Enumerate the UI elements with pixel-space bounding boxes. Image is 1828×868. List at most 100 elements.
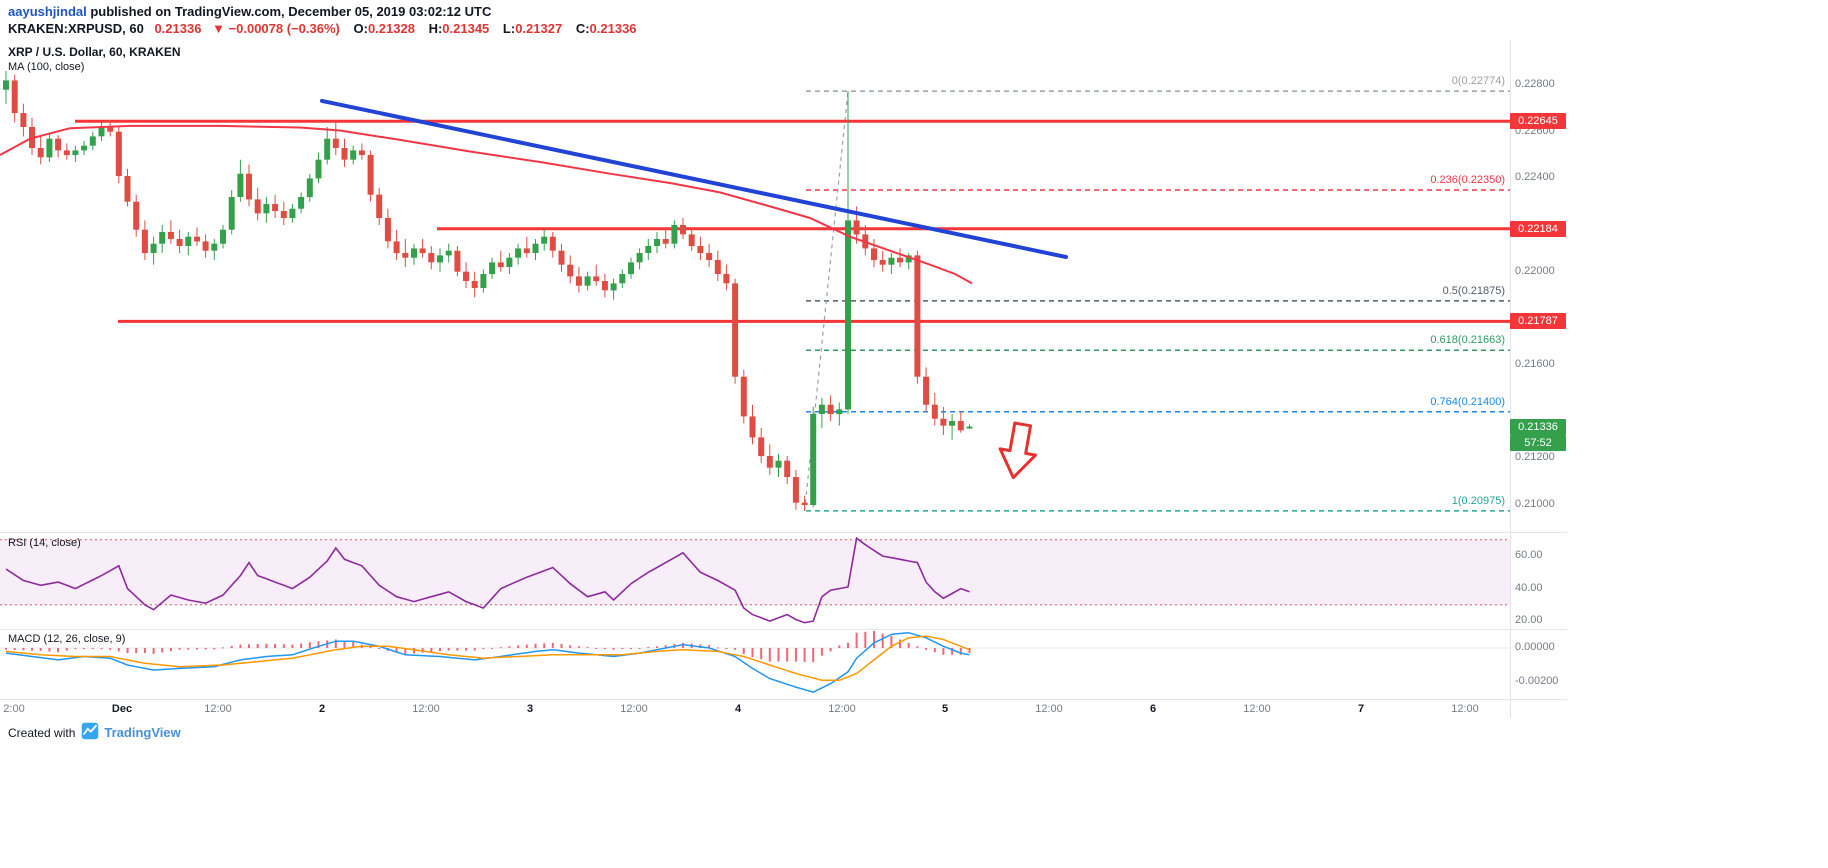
candle-body — [202, 241, 209, 251]
macd-axis-label: 0.00000 — [1515, 641, 1555, 653]
macd-histogram-bar — [777, 648, 780, 662]
price-level-tag[interactable]: 0.22184 — [1510, 221, 1566, 237]
candle-body — [63, 150, 70, 156]
ohlc-close: C:0.21336 — [575, 21, 637, 36]
candle-body — [280, 211, 287, 218]
candle-body — [827, 404, 834, 414]
macd-histogram-bar — [794, 648, 797, 662]
fib-level-label[interactable]: 0.236(0.22350) — [1430, 174, 1505, 186]
macd-histogram-bar — [369, 646, 372, 648]
candle-body — [46, 138, 53, 158]
price-pane[interactable] — [0, 40, 1510, 532]
trendline[interactable] — [320, 98, 1068, 259]
price-axis[interactable]: 0.22800 0.22600 0.22400 0.22000 0.21600 0.212… — [1510, 40, 1567, 718]
time-axis-label: 6 — [1149, 703, 1157, 715]
macd-histogram-bar — [864, 631, 867, 648]
footer: Created with TradingView — [8, 722, 181, 743]
time-axis-label: 3 — [526, 703, 534, 715]
rsi-line[interactable] — [5, 536, 970, 624]
macd-histogram-bar — [343, 640, 346, 648]
candle-body — [905, 255, 912, 263]
macd-histogram-bar — [447, 648, 450, 651]
macd-histogram-bar — [74, 648, 77, 650]
candle-body — [506, 257, 513, 267]
candle-body — [350, 150, 357, 160]
candle-body — [489, 262, 496, 275]
macd-signal-line[interactable] — [5, 635, 970, 682]
time-axis[interactable]: 2:00 Dec 12:00 2 12:00 3 12:00 4 12:00 5 12:00 6 12:… — [0, 700, 1510, 718]
rsi-axis-label: 40.00 — [1515, 582, 1543, 594]
candle-body — [914, 255, 921, 377]
fib-level-label[interactable]: 1(0.20975) — [1451, 495, 1505, 507]
pane-separator[interactable] — [0, 629, 1567, 630]
macd-histogram-bar — [109, 648, 112, 650]
candle-body — [402, 253, 409, 258]
fib-level-label[interactable]: 0.5(0.21875) — [1442, 285, 1505, 297]
fib-level-label[interactable]: 0.618(0.21663) — [1430, 334, 1505, 346]
rsi-axis-label: 60.00 — [1515, 549, 1543, 561]
candle-body — [107, 127, 114, 132]
tradingview-brand[interactable]: TradingView — [104, 725, 181, 740]
candle-body — [549, 236, 556, 251]
publish-meta: published on TradingView.com, December 0… — [86, 4, 492, 19]
macd-histogram-bar — [204, 648, 207, 650]
candle-body — [723, 274, 730, 284]
macd-histogram-bar — [959, 648, 962, 655]
author-link[interactable]: aayushjindal — [8, 4, 87, 19]
fib-baseline[interactable] — [804, 91, 849, 511]
macd-histogram-bar — [135, 648, 138, 654]
macd-histogram-bar — [5, 648, 7, 650]
ma100-line[interactable] — [0, 124, 973, 285]
macd-pane[interactable] — [0, 630, 1510, 700]
macd-histogram-bar — [742, 648, 745, 654]
macd-histogram-bar — [725, 648, 728, 649]
candle-body — [428, 253, 435, 263]
macd-histogram-bar — [525, 644, 528, 648]
macd-histogram-bar — [812, 648, 815, 663]
time-axis-label: 12:00 — [620, 703, 648, 715]
time-axis-label: 12:00 — [1035, 703, 1063, 715]
price-level-tag[interactable]: 0.21787 — [1510, 313, 1566, 329]
time-axis-label: 2:00 — [3, 703, 25, 715]
macd-histogram-bar — [751, 648, 754, 658]
candle-body — [341, 148, 348, 160]
macd-histogram-bar — [404, 648, 407, 655]
macd-histogram-bar — [378, 648, 381, 649]
macd-indicator-label[interactable]: MACD (12, 26, close, 9) — [8, 633, 126, 645]
macd-line[interactable] — [5, 631, 970, 694]
fib-level-label[interactable]: 0.764(0.21400) — [1430, 396, 1505, 408]
candle-body — [89, 136, 96, 146]
symbol-info-bar: KRAKEN:XRPUSD, 60 0.21336 ▼ −0.00078 (−0… — [8, 21, 637, 36]
candle-body — [228, 197, 235, 230]
candle-body — [871, 248, 877, 261]
macd-histogram-bar — [855, 632, 858, 648]
price-axis-label: 0.21600 — [1515, 358, 1555, 370]
price-axis-label: 0.22400 — [1515, 171, 1555, 183]
rsi-indicator-label[interactable]: RSI (14, close) — [8, 537, 81, 549]
macd-histogram-bar — [473, 648, 476, 651]
time-axis-label: 2 — [318, 703, 326, 715]
candle-body — [81, 145, 88, 151]
candle-body — [411, 248, 417, 258]
candle-body — [628, 262, 634, 275]
ma-indicator-label[interactable]: MA (100, close) — [8, 61, 85, 73]
macd-histogram-bar — [91, 648, 94, 649]
macd-histogram-bar — [39, 648, 42, 651]
macd-histogram-bar — [820, 648, 823, 656]
macd-histogram-bar — [413, 648, 415, 654]
candle-body — [437, 255, 443, 263]
macd-histogram-bar — [933, 648, 936, 653]
candle-body — [923, 376, 930, 405]
symbol-name[interactable]: KRAKEN:XRPUSD, 60 — [8, 21, 144, 36]
down-arrow-drawing[interactable] — [996, 421, 1041, 480]
rsi-pane[interactable] — [0, 533, 1510, 630]
price-level-tag[interactable]: 0.22645 — [1510, 113, 1566, 129]
candle-body — [376, 194, 383, 218]
macd-histogram-bar — [239, 644, 242, 648]
pane-separator[interactable] — [0, 532, 1567, 533]
countdown-tag: 57:52 — [1510, 435, 1566, 451]
tradingview-logo-icon[interactable] — [81, 722, 99, 743]
macd-histogram-bar — [22, 648, 25, 651]
fib-level-label[interactable]: 0(0.22774) — [1451, 75, 1505, 87]
